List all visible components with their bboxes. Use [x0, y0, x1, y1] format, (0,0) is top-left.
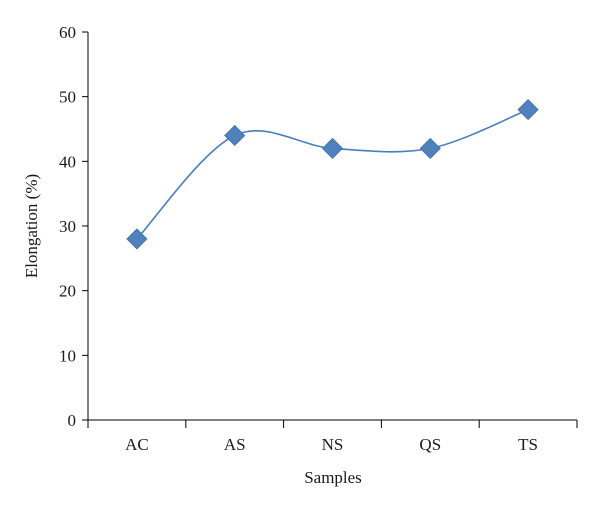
- x-axis-title: Samples: [304, 468, 362, 487]
- y-tick-label: 50: [59, 88, 76, 107]
- data-point-ac: [126, 228, 148, 250]
- series-line-group: [136, 108, 529, 240]
- x-tick-label: AC: [125, 435, 149, 454]
- data-point-ts: [517, 99, 539, 121]
- x-tick-label: QS: [419, 435, 441, 454]
- y-tick-label: 0: [68, 411, 77, 430]
- y-tick-label: 10: [59, 346, 76, 365]
- x-tick-label: TS: [518, 435, 538, 454]
- y-axis-title: Elongation (%): [22, 174, 41, 278]
- data-point-ns: [321, 137, 344, 159]
- y-tick-label: 20: [59, 282, 76, 301]
- markers-group: [126, 99, 539, 250]
- axes: 0 10 20 30 40 50 60 AC AS NS QS TS: [59, 23, 578, 454]
- data-point-as: [224, 124, 246, 147]
- data-point-qs: [419, 137, 441, 159]
- y-tick-label: 40: [59, 152, 76, 171]
- y-tick-label: 60: [59, 23, 76, 42]
- x-tick-label: NS: [322, 435, 344, 454]
- series-line: [136, 108, 529, 240]
- y-tick-label: 30: [59, 217, 76, 236]
- x-tick-label: AS: [224, 435, 246, 454]
